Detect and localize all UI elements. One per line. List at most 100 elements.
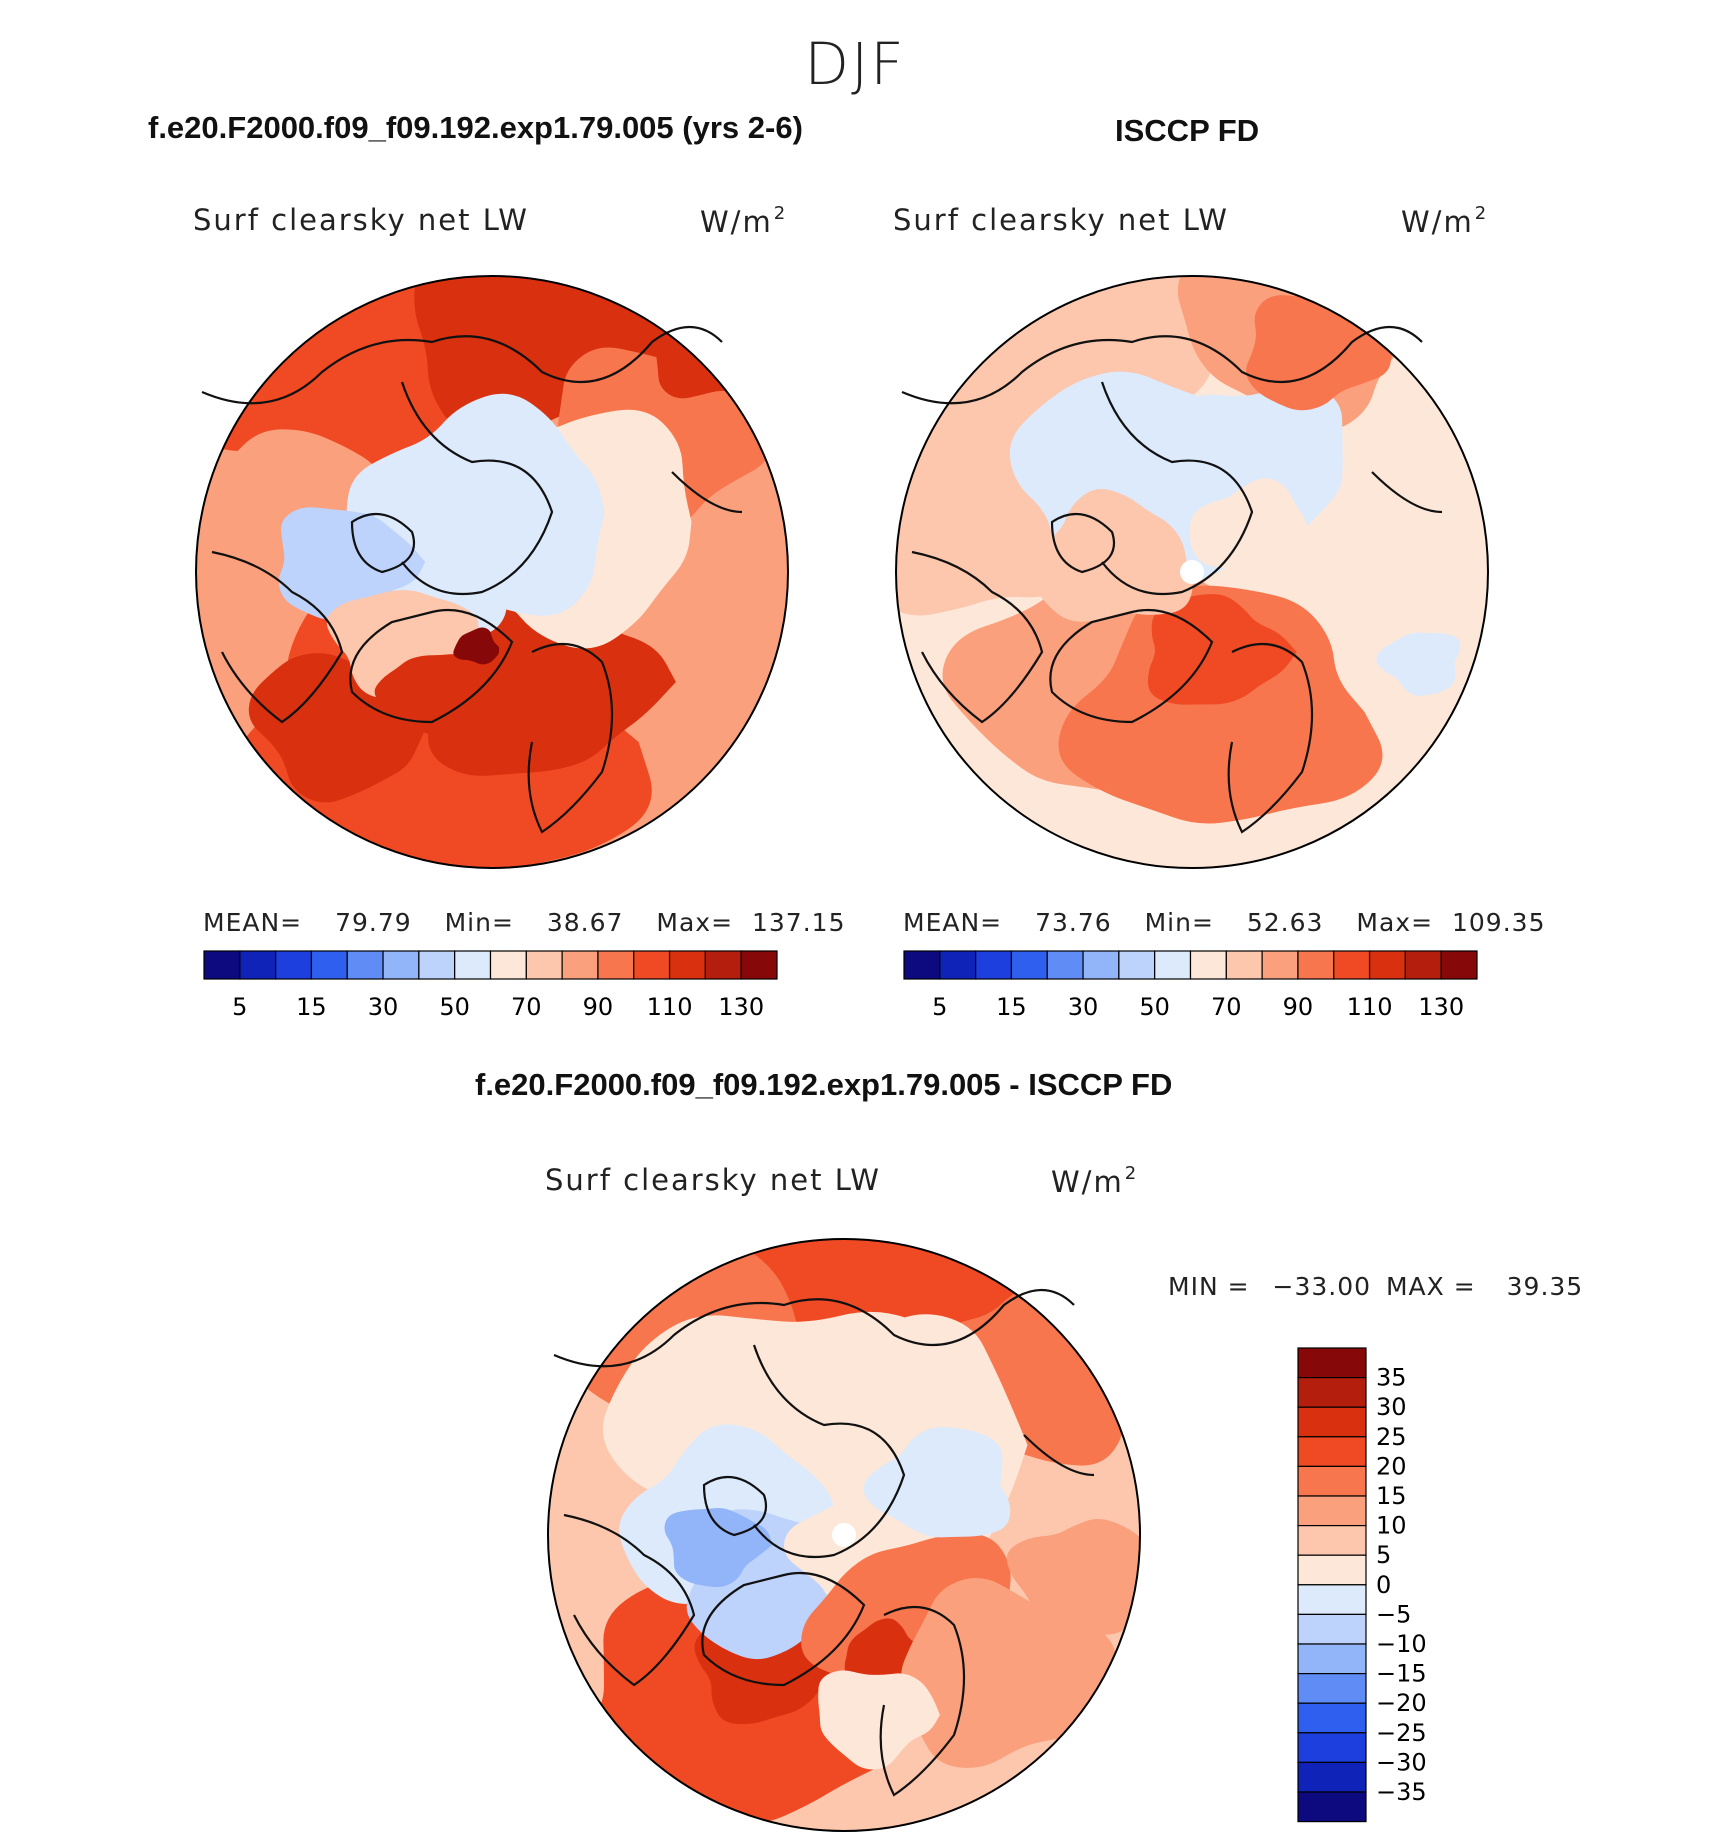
colorbar-box	[1297, 1702, 1367, 1734]
obs-max-value: 109.35	[1452, 908, 1546, 937]
diff-field-region	[1006, 1519, 1140, 1635]
colorbar-tick-label: −5	[1376, 1600, 1411, 1628]
colorbar-tick-label: 30	[1376, 1393, 1407, 1421]
colorbar-box	[1010, 950, 1048, 980]
colorbar-box	[346, 950, 384, 980]
colorbar-box	[1297, 1524, 1367, 1556]
colorbar-box	[1333, 950, 1371, 980]
colorbar-box	[1261, 950, 1299, 980]
obs-pole-hole	[1180, 560, 1204, 584]
colorbar-box	[1297, 1554, 1367, 1586]
coastline	[1023, 1434, 1095, 1477]
colorbar-tick-label: 50	[1139, 993, 1170, 1021]
colorbar-box	[1297, 1436, 1367, 1468]
diff-field-region	[863, 1426, 1011, 1538]
model-min-value: 38.67	[546, 908, 624, 937]
model-mean-value: 79.79	[335, 908, 412, 937]
colorbar-box	[1297, 1613, 1367, 1645]
coastline	[1371, 471, 1443, 514]
model-max-value: 137.15	[752, 908, 846, 937]
obs-field-region	[1058, 585, 1383, 824]
colorbar-tick-label: −20	[1376, 1689, 1427, 1717]
colorbar-box	[903, 950, 941, 980]
colorbar-box	[1297, 1791, 1367, 1823]
colorbar-box	[1297, 1406, 1367, 1438]
colorbar-box	[1297, 1732, 1367, 1764]
model-field-region	[453, 627, 500, 665]
coastline	[201, 325, 723, 405]
model-max-label: Max=	[656, 908, 734, 937]
colorbar-tick-label: 90	[1283, 993, 1314, 1021]
map-boundary	[195, 275, 789, 869]
diff-min-label: MIN =	[1168, 1272, 1250, 1301]
colorbar-tick-label: 130	[1418, 993, 1464, 1021]
colorbar-box	[668, 950, 706, 980]
model-polar-map	[196, 276, 788, 868]
colorbar-tick-label: 70	[511, 993, 542, 1021]
coastline	[702, 1475, 768, 1537]
colorbar-tick-label: −35	[1376, 1778, 1427, 1806]
coastline	[211, 550, 344, 724]
obs-field-region	[1189, 478, 1310, 582]
colorbar-box	[1440, 950, 1478, 980]
diff-max-label: MAX =	[1385, 1272, 1476, 1301]
diff-field-region	[664, 1508, 773, 1588]
colorbar-box	[1368, 950, 1406, 980]
colorbar-box	[382, 950, 420, 980]
model-variable-label: Surf clearsky net LW	[193, 203, 529, 237]
coastline	[1100, 381, 1254, 596]
colorbar-box	[1297, 1584, 1367, 1616]
colorbar-box	[1297, 1761, 1367, 1793]
obs-max-label: Max=	[1356, 908, 1434, 937]
obs-polar-map	[896, 276, 1488, 868]
obs-field-region	[1376, 632, 1461, 696]
colorbar-box	[489, 950, 527, 980]
colorbar-tick-label: −25	[1376, 1719, 1427, 1747]
colorbar-tick-label: 0	[1376, 1571, 1391, 1599]
colorbar-box	[239, 950, 277, 980]
colorbar-box	[939, 950, 977, 980]
diff-variable-label: Surf clearsky net LW	[545, 1163, 881, 1197]
colorbar-box	[704, 950, 742, 980]
colorbar-box	[1297, 1672, 1367, 1704]
diff-panel-title: f.e20.F2000.f09_f09.192.exp1.79.005 - IS…	[475, 1067, 1173, 1102]
colorbar-box	[1297, 1347, 1367, 1379]
season-title: DJF	[804, 30, 906, 98]
model-mean-label: MEAN=	[203, 908, 303, 937]
colorbar-box	[1082, 950, 1120, 980]
colorbar-tick-label: 25	[1376, 1423, 1407, 1451]
colorbar-box	[525, 950, 563, 980]
diff-min-value: −33.00	[1272, 1272, 1372, 1301]
diff-coastlines	[547, 1238, 1141, 1832]
colorbar-box	[1225, 950, 1263, 980]
colorbar-tick-label: 30	[1068, 993, 1099, 1021]
model-field-region	[656, 297, 776, 399]
colorbar-tick-label: 70	[1211, 993, 1242, 1021]
obs-coastlines	[895, 275, 1489, 869]
colorbar-tick-label: 110	[647, 993, 693, 1021]
obs-unit-label: W/m2	[1401, 203, 1489, 239]
model-field-region	[278, 507, 426, 621]
obs-mean-value: 73.76	[1035, 908, 1112, 937]
colorbar-box	[1297, 1376, 1367, 1408]
colorbar-box	[1297, 1495, 1367, 1527]
colorbar-box	[597, 950, 635, 980]
colorbar-box	[1297, 1465, 1367, 1497]
colorbar-tick-label: 5	[232, 993, 247, 1021]
colorbar-box	[1297, 1643, 1367, 1675]
model-panel-title: f.e20.F2000.f09_f09.192.exp1.79.005 (yrs…	[148, 110, 803, 145]
colorbar-tick-label: −30	[1376, 1748, 1427, 1776]
map-boundary	[895, 275, 1489, 869]
model-coastlines	[195, 275, 789, 869]
diff-polar-map	[548, 1239, 1140, 1831]
obs-panel-title: ISCCP FD	[1115, 113, 1260, 148]
colorbar-tick-label: −15	[1376, 1660, 1427, 1688]
diff-field-region	[901, 1577, 1119, 1768]
colorbar-tick-label: 15	[1376, 1482, 1407, 1510]
model-colorbar: 5 15 30 50 70 90 110 130	[203, 950, 778, 1021]
coastline	[911, 550, 1044, 724]
colorbar-tick-label: 130	[718, 993, 764, 1021]
coastline	[701, 1571, 866, 1687]
obs-colorbar: 5 15 30 50 70 90 110 130	[903, 950, 1478, 1021]
